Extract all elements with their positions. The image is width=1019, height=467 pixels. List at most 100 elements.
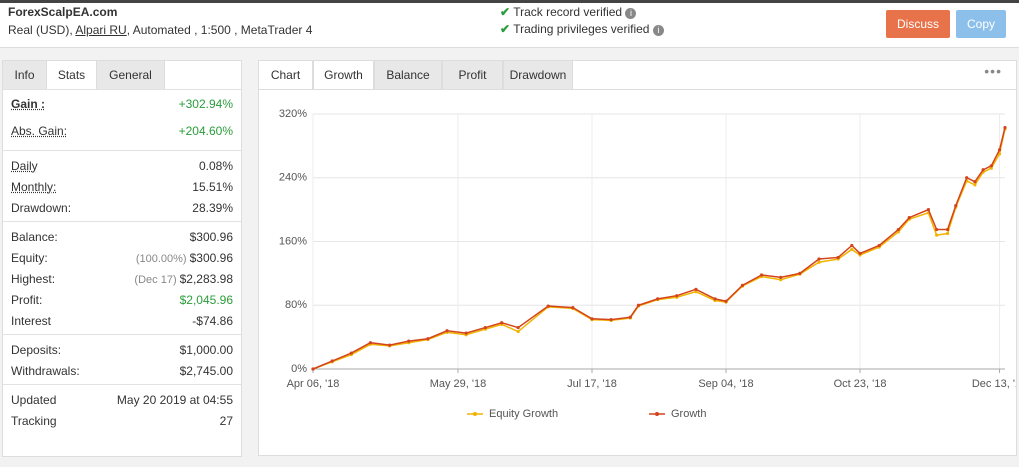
series-point [546, 304, 550, 308]
account-details: Real (USD), Alpari RU, Automated , 1:500… [8, 23, 312, 37]
copy-button[interactable]: Copy [956, 10, 1006, 38]
series-point [817, 260, 821, 264]
x-tick-label: Dec 13, '18 [972, 378, 1016, 390]
series-point [675, 294, 679, 298]
stats-panel: Info Stats General Gain : +302.94% Abs. Gain:… [2, 60, 242, 457]
stat-value: (Dec 17) $2,283.98 [134, 269, 233, 290]
stat-value: +302.94% [179, 94, 233, 114]
series-point [965, 176, 969, 180]
stat-value-text: $1,000.00 [179, 343, 233, 357]
verified-text: Track record verified [513, 5, 623, 19]
stat-note: (100.00%) [135, 253, 187, 265]
chart-tab[interactable]: Drawdown [503, 61, 573, 89]
stat-label: Profit: [11, 293, 43, 307]
header: ForexScalpEA.com Real (USD), Alpari RU, … [0, 0, 1019, 48]
stat-value: $300.96 [190, 227, 233, 247]
stat-label: Balance: [11, 230, 58, 244]
y-tick-label: 0% [291, 363, 307, 375]
series-point [407, 339, 411, 343]
tab-divider [259, 89, 1016, 90]
chart-label: Chart [259, 61, 313, 89]
series-point [464, 331, 468, 335]
series-point [989, 166, 993, 170]
stat-value: (100.00%) $300.96 [136, 248, 233, 269]
stat-label: Drawdown: [11, 201, 72, 215]
stat-value-text: 0.08% [198, 159, 233, 173]
stat-label: Updated [11, 393, 57, 407]
stat-value-text: May 20 2019 at 04:55 [116, 393, 233, 407]
y-tick-label: 160% [279, 235, 307, 247]
stat-value-text: 15.51% [192, 180, 233, 194]
stat-label: Abs. Gain: [11, 124, 68, 138]
verified-text: Trading privileges verified [513, 22, 650, 36]
legend-label: Growth [671, 408, 706, 420]
stat-row: Gain : +302.94% [3, 94, 241, 114]
site-name[interactable]: ForexScalpEA.com [8, 5, 118, 19]
y-tick-label: 240% [279, 172, 307, 184]
series-point [311, 367, 315, 371]
series-point [349, 351, 353, 355]
series-point [798, 271, 802, 275]
series-point [609, 317, 613, 322]
stat-note: (Dec 17) [134, 274, 177, 286]
series-line [312, 127, 1006, 370]
stat-row: Balance: $300.96 [3, 227, 241, 247]
stat-value: $1,000.00 [180, 340, 233, 360]
chart-tab[interactable]: Balance [374, 61, 442, 89]
series-point [426, 337, 430, 341]
chart-tab[interactable]: Profit [442, 61, 503, 89]
series-point [694, 290, 698, 294]
series-point [858, 251, 862, 256]
series-point [926, 208, 931, 212]
stat-label: Tracking [11, 414, 57, 428]
menu-dots[interactable]: ••• [984, 63, 1002, 79]
chart-panel: Chart ••• 0% 80% 160% 240% 320% Apr 06, '18 Ma… [258, 60, 1017, 456]
stats-tab[interactable]: General [97, 61, 165, 89]
stat-value-text: 27 [219, 414, 233, 428]
stats-tab[interactable]: Info [3, 61, 47, 89]
series-point [997, 148, 1002, 152]
series-point [850, 247, 854, 252]
series-point [779, 278, 783, 282]
stat-value-text: +302.94% [178, 97, 233, 111]
series-point [896, 227, 900, 232]
stat-row: Tracking 27 [3, 411, 241, 431]
y-tick-label: 320% [279, 108, 307, 120]
stat-value-text: $2,745.00 [179, 364, 233, 378]
series-point [516, 329, 520, 334]
stat-label: Withdrawals: [11, 364, 80, 378]
broker-link[interactable]: Alpari RU [75, 23, 127, 37]
stat-value: $2,745.00 [180, 361, 233, 381]
stat-row: Deposits: $1,000.00 [3, 340, 241, 360]
series-point [636, 303, 641, 307]
discuss-button[interactable]: Discuss [886, 10, 950, 38]
stat-label: Highest: [11, 272, 56, 286]
series-point [387, 343, 392, 347]
verified-2: ✔ Trading privileges verified i [500, 22, 664, 36]
stat-value-text: $300.96 [189, 230, 233, 244]
legend-label: Equity Growth [489, 408, 558, 420]
stats-tab[interactable]: Stats [47, 61, 97, 89]
stat-label: Equity: [11, 251, 48, 265]
verified-1: ✔ Track record verified i [500, 5, 637, 19]
chart-tab[interactable]: Growth [313, 61, 374, 89]
stat-value: 0.08% [199, 156, 233, 176]
series-point [836, 255, 840, 260]
group-separator [3, 150, 241, 151]
stat-value: May 20 2019 at 04:55 [117, 390, 233, 410]
stat-label: Monthly: [11, 180, 57, 194]
stat-row: Updated May 20 2019 at 04:55 [3, 390, 241, 410]
group-separator [3, 334, 241, 335]
stat-value-text: +204.60% [178, 124, 233, 138]
series-point [907, 215, 911, 220]
x-tick-label: Jul 17, '18 [567, 378, 617, 390]
x-tick-label: Oct 23, '18 [834, 378, 887, 390]
stat-row: Withdrawals: $2,745.00 [3, 361, 241, 381]
stat-value-text: $300.96 [189, 251, 233, 265]
stat-value: 28.39% [192, 198, 233, 218]
series-point [981, 168, 985, 172]
series-point [368, 341, 373, 345]
series-point [945, 231, 950, 236]
details-prefix: Real (USD), [8, 23, 73, 37]
